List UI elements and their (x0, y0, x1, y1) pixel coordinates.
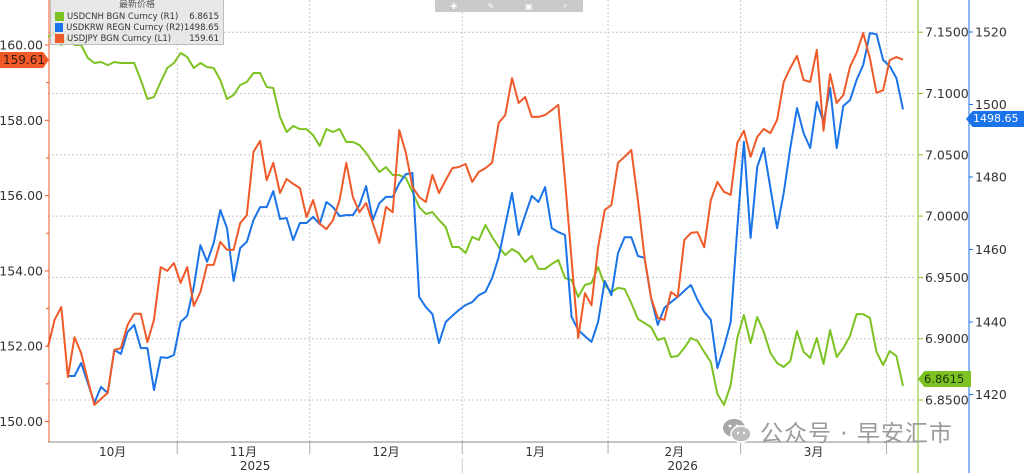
zoom-icon[interactable]: ⌕ (563, 1, 568, 10)
series-points-usdjpy (47, 32, 904, 405)
left-axis-label: 154.00 (0, 263, 43, 278)
left-axis-label: 152.00 (0, 339, 43, 354)
left-axis-label: 156.00 (0, 188, 43, 203)
legend-swatch-cnh (55, 12, 64, 21)
r2-axis-label: 1420 (975, 387, 1007, 402)
legend-swatch-jpy (55, 34, 64, 43)
legend-value: 159.61 (189, 33, 219, 44)
r2-axis-label: 1480 (975, 170, 1007, 185)
x-tick-label: 10月 (99, 445, 126, 459)
legend-item-krw: USDKRW REGN Curncy (R2) 1498.65 (51, 22, 223, 33)
series-line-usdkrw (67, 32, 904, 404)
r1-axis-label: 6.9500 (925, 270, 969, 285)
legend-label: USDKRW REGN Curncy (R2) (66, 22, 184, 33)
x-tick-label: 2月 (665, 445, 685, 459)
chart-legend: 最新价格 USDCNH BGN Curncy (R1) 6.8615 USDKR… (50, 0, 224, 45)
r1-axis-label: 7.1000 (925, 86, 969, 101)
legend-title: 最新价格 (118, 0, 155, 10)
legend-item-cnh: USDCNH BGN Curncy (R1) 6.8615 (51, 11, 223, 22)
wechat-icon (722, 417, 752, 445)
chart-toolbar: ✚ ✎ ▣ ⌕ (435, 0, 583, 12)
left-axis-label: 160.00 (0, 38, 43, 53)
pin-icon[interactable]: ✚ (450, 1, 458, 11)
series-line-usdjpy (47, 32, 904, 406)
last-value-tag-cnh: 6.8615 (918, 371, 971, 387)
series-line-usdcnh (47, 32, 904, 406)
x-tick-label: 3月 (804, 445, 824, 459)
x-tick-label: 12月 (372, 445, 399, 459)
watermark: 公众号 · 早安汇市 (722, 414, 953, 448)
x-tick-label: 11月 (230, 445, 257, 459)
r2-axis-label: 1500 (975, 97, 1007, 112)
r2-axis-label: 1520 (975, 25, 1007, 40)
series-points-usdcnh (47, 33, 904, 406)
watermark-text: 公众号 · 早安汇市 (760, 421, 953, 447)
r1-axis-label: 6.8500 (925, 393, 969, 408)
r1-axis-label: 6.9000 (925, 331, 969, 346)
r2-axis-label: 1440 (975, 315, 1007, 330)
x-tick-label: 1月 (525, 445, 545, 459)
series-points-usdkrw (67, 33, 904, 403)
year-label: 2025 (240, 459, 271, 473)
r2-axis-label: 1460 (975, 242, 1007, 257)
legend-swatch-krw (55, 23, 64, 32)
left-axis-label: 150.00 (0, 414, 43, 429)
left-axis-label: 158.00 (0, 113, 43, 128)
save-icon[interactable]: ▣ (524, 1, 533, 11)
r1-axis-label: 7.0500 (925, 147, 969, 162)
legend-label: USDCNH BGN Curncy (R1) (67, 11, 179, 22)
r1-axis-label: 7.0000 (925, 209, 969, 224)
year-label: 2026 (667, 459, 698, 473)
r1-axis-label: 7.1500 (925, 25, 969, 40)
legend-label: USDJPY BGN Curncy (L1) (67, 33, 172, 44)
legend-item-jpy: USDJPY BGN Curncy (L1) 159.61 (51, 33, 223, 44)
pencil-icon[interactable]: ✎ (487, 1, 495, 11)
last-value-tag-jpy: 159.61 (0, 52, 49, 68)
last-value-tag-krw: 1498.65 (966, 111, 1024, 127)
legend-value: 6.8615 (189, 11, 219, 22)
legend-value: 1498.65 (183, 22, 219, 33)
